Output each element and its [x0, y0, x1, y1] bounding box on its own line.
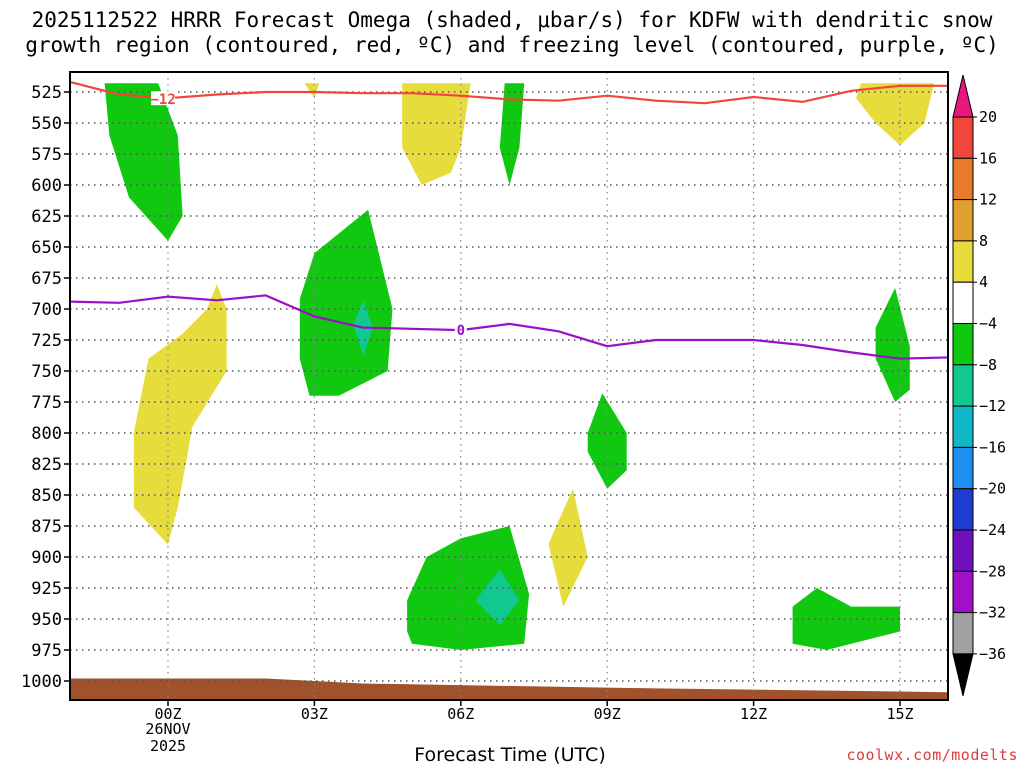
colorbar-swatch-10	[952, 488, 974, 531]
x-tick-label-12Z: 12Z	[740, 705, 767, 723]
y-tick-label-875: 875	[31, 517, 62, 537]
colorbar-swatch-4	[952, 240, 974, 283]
colorbar-layer: 20 16 12 8 4 −4 −8 −12 −16 −20 −24 −28 −32 −36	[952, 74, 1006, 697]
y-tick-label-900: 900	[31, 548, 62, 568]
contour-layer	[70, 81, 948, 360]
colorbar-label-13: −36	[979, 645, 1006, 663]
omega-region-green-mid-15z	[875, 287, 910, 402]
omega-region-green-upper-07z	[499, 83, 525, 185]
x-tick-label-03Z: 03Z	[301, 705, 328, 723]
y-tick-label-1000: 1000	[21, 672, 62, 692]
colorbar-swatch-12	[952, 570, 974, 614]
colorbar-swatch-13	[952, 612, 974, 655]
dgz-contour-line	[70, 81, 948, 105]
colorbar-label-6: −8	[979, 356, 997, 374]
terrain-layer	[70, 678, 948, 700]
y-tick-label-650: 650	[31, 238, 62, 258]
y-tick-label-975: 975	[31, 641, 62, 661]
colorbar-swatch-2	[952, 157, 974, 201]
omega-region-yellow-upper-15z	[856, 83, 935, 146]
y-tick-label-950: 950	[31, 610, 62, 630]
plot-frame	[69, 71, 949, 701]
colorbar-label-8: −16	[979, 438, 1006, 456]
y-tick-label-525: 525	[31, 83, 62, 103]
colorbar-swatch-3	[952, 199, 974, 242]
freezing-contour-line	[70, 294, 948, 360]
colorbar-swatch-7	[952, 364, 974, 407]
colorbar-label-2: 12	[979, 191, 997, 209]
colorbar-top-triangle	[952, 74, 974, 118]
axes-layer: −12 0 525 550 575 600 625 650 675 700 725 750 775 800…	[21, 71, 949, 723]
y-tick-label-750: 750	[31, 362, 62, 382]
date-label-line-1: 26NOV	[145, 720, 191, 738]
dgz-contour-label: −12	[150, 92, 175, 108]
y-tick-label-825: 825	[31, 455, 62, 475]
colorbar-swatch-9	[952, 446, 974, 490]
colorbar-label-10: −24	[979, 521, 1006, 539]
y-tick-label-925: 925	[31, 579, 62, 599]
omega-region-green-mid-09z	[587, 393, 627, 489]
x-tick-label-09Z: 09Z	[594, 705, 621, 723]
colorbar-label-1: 16	[979, 149, 997, 167]
terrain-surface	[70, 678, 948, 700]
y-tick-label-575: 575	[31, 145, 62, 165]
y-tick-label-725: 725	[31, 331, 62, 351]
omega-region-yellow-upper-03z	[304, 83, 320, 99]
omega-region-yellow-lower-left	[133, 284, 227, 545]
omega-shading-layer	[104, 83, 935, 650]
omega-region-yellow-lower-08z	[548, 488, 588, 607]
colorbar-bottom-triangle	[952, 653, 974, 697]
colorbar-label-7: −12	[979, 397, 1006, 415]
colorbar-label-0: 20	[979, 108, 997, 126]
colorbar-swatch-1	[952, 116, 974, 159]
omega-region-green-mid-03z	[299, 209, 393, 396]
omega-region-yellow-upper-05z	[402, 83, 471, 185]
x-axis-label: Forecast Time (UTC)	[414, 744, 606, 766]
freezing-contour-label: 0	[457, 323, 465, 339]
y-tick-label-625: 625	[31, 207, 62, 227]
y-tick-label-800: 800	[31, 424, 62, 444]
y-tick-label-550: 550	[31, 114, 62, 134]
colorbar-label-4: 4	[979, 273, 988, 291]
chart-title-line-2: growth region (contoured, red, ºC) and f…	[25, 33, 999, 57]
omega-region-teal-lower-06z	[475, 569, 520, 626]
colorbar-swatch-5	[952, 281, 974, 325]
dgz-label-bg	[151, 91, 176, 106]
colorbar-label-12: −32	[979, 604, 1006, 622]
colorbar-label-9: −20	[979, 480, 1006, 498]
chart-title-line-1: 2025112522 HRRR Forecast Omega (shaded, …	[31, 8, 993, 32]
colorbar-swatch-6	[952, 323, 974, 366]
credit-link[interactable]: coolwx.com/modelts	[846, 746, 1018, 764]
omega-region-green-lower-13z	[792, 588, 900, 650]
y-tick-label-675: 675	[31, 269, 62, 289]
y-tick-label-775: 775	[31, 393, 62, 413]
x-tick-label-06Z: 06Z	[447, 705, 474, 723]
y-tick-label-850: 850	[31, 486, 62, 506]
y-tick-label-600: 600	[31, 176, 62, 196]
colorbar-label-11: −28	[979, 562, 1006, 580]
date-label-line-2: 2025	[149, 737, 187, 755]
x-tick-label-00Z: 00Z	[154, 705, 181, 723]
freezing-label-bg	[454, 322, 467, 338]
y-tick-label-700: 700	[31, 300, 62, 320]
colorbar-label-3: 8	[979, 232, 988, 250]
colorbar-swatch-11	[952, 529, 974, 572]
x-tick-label-15Z: 15Z	[886, 705, 913, 723]
colorbar-swatch-8	[952, 405, 974, 448]
grid-layer	[70, 72, 948, 700]
colorbar-label-5: −4	[979, 315, 997, 333]
